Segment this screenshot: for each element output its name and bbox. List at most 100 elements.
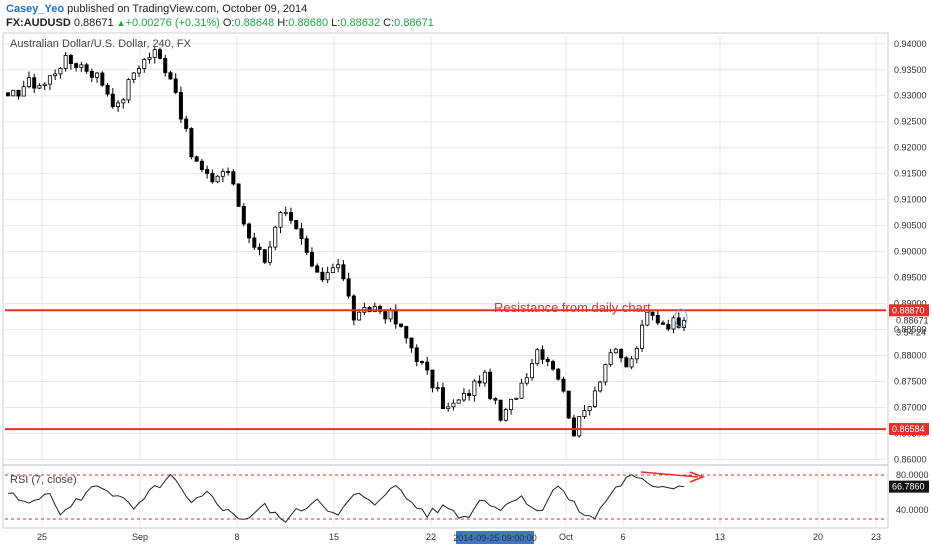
symbol-label: FX:AUDUSD <box>6 17 71 29</box>
candle-body <box>582 410 587 417</box>
price-tick-label: 0.87500 <box>894 376 927 386</box>
candle-body <box>351 295 356 321</box>
candle-body <box>477 380 482 384</box>
close-value: 0.88671 <box>394 17 434 29</box>
candle-body <box>613 348 618 354</box>
price-tick-label: 0.93500 <box>894 65 927 75</box>
candle-body <box>629 358 634 368</box>
rsi-value-label: 66.7860 <box>892 482 925 492</box>
date-tag-box <box>456 531 534 544</box>
candle-body <box>105 84 110 95</box>
candle-body <box>634 348 639 360</box>
candle-body <box>110 93 115 108</box>
candle-body <box>116 102 121 108</box>
candle-body <box>676 317 681 328</box>
candle-body <box>451 402 456 408</box>
time-tick-label: Oct <box>559 532 574 542</box>
candle-body <box>378 306 383 312</box>
time-tick-label: 20 <box>813 532 823 542</box>
candle-body <box>79 64 84 68</box>
candle-body <box>598 381 603 392</box>
candle-body <box>157 49 162 59</box>
time-axis: 25 Sep 8 15 22 Oct 6 13 20 23 2014-09-25 09:00:00 <box>37 531 881 544</box>
candle-body <box>608 352 613 365</box>
time-to-close-label: 3:54:24 <box>896 328 926 338</box>
price-tick-label: 0.89500 <box>894 273 927 283</box>
price-tick-label: 0.87000 <box>894 402 927 412</box>
candle-body <box>393 309 398 325</box>
candle-body <box>357 311 362 321</box>
price-change: +0.00276 (+0.31%) <box>125 17 220 29</box>
candle-body <box>666 323 671 330</box>
candle-body <box>456 399 461 404</box>
open-label: O: <box>222 17 235 29</box>
resistance-lines[interactable] <box>5 309 886 431</box>
candle-body <box>215 175 220 183</box>
rsi-pane: 80.0000 40.0000 66.7860 <box>5 470 929 523</box>
price-tick-label: 0.92500 <box>894 117 927 127</box>
candle-body <box>42 83 47 86</box>
candle-body <box>163 58 168 74</box>
candle-body <box>640 324 645 349</box>
main-pane-title: Australian Dollar/U.S. Dollar, 240, FX <box>10 38 192 50</box>
candle-body <box>32 77 37 89</box>
open-value: 0.88648 <box>234 17 275 29</box>
price-tag-box <box>889 423 929 436</box>
candle-body <box>671 317 676 330</box>
candle-body <box>142 58 147 69</box>
price-tick-label: 0.90500 <box>894 221 927 231</box>
time-tick-label: 25 <box>37 532 47 542</box>
candle-body <box>47 75 52 85</box>
candle-body <box>199 160 204 170</box>
candle-body <box>147 57 152 60</box>
price-tick-label: 0.90000 <box>894 247 927 257</box>
date-tag: 2014-09-25 09:00:00 <box>453 531 537 544</box>
candle-body <box>236 183 241 207</box>
candle-body <box>247 223 252 239</box>
candle-body <box>288 212 293 221</box>
time-tick-label: Sep <box>132 532 148 542</box>
last-price-label: 0.88671 <box>896 316 929 326</box>
candle-body <box>21 86 26 97</box>
rsi-trend-line <box>640 471 699 478</box>
ohlc-line: FX:AUDUSD 0.88671 ▲+0.00276 (+0.31%) O:0… <box>6 17 434 29</box>
candle-body <box>173 78 178 93</box>
candle-body <box>241 206 246 225</box>
rsi-tick-label: 80.0000 <box>896 470 929 480</box>
candle-body <box>26 77 31 88</box>
time-tick-label: 22 <box>426 532 436 542</box>
candle-body <box>577 416 582 437</box>
price-axis: 0.94000 0.93500 0.93000 0.92500 0.92000 0.915… <box>894 39 927 465</box>
rsi-pane-title: RSI (7, close) <box>10 474 77 486</box>
candle-body <box>419 361 424 363</box>
price-tick-label: 0.91500 <box>894 169 927 179</box>
candle-body <box>383 310 388 320</box>
candle-body <box>184 118 189 129</box>
candle-body <box>346 278 351 297</box>
candle-body <box>545 358 550 362</box>
publish-line: Casey_Yeo published on TradingView.com, … <box>6 3 307 15</box>
arrow-icon <box>689 471 706 483</box>
candle-body <box>278 212 283 228</box>
rsi-tick-label: 40.0000 <box>896 505 929 515</box>
price-tick-label: 0.89000 <box>894 299 927 309</box>
candle-body <box>194 156 199 162</box>
candle-body <box>446 406 451 410</box>
candle-body <box>257 246 262 251</box>
candle-body <box>299 228 304 240</box>
time-tick-label: 23 <box>871 532 881 542</box>
resistance-annotation: Resistance from daily chart <box>494 300 651 315</box>
candle-body <box>482 371 487 384</box>
author-link[interactable]: Casey_Yeo <box>6 3 65 15</box>
candle-body <box>89 70 94 78</box>
date-tag-label: 2014-09-25 09:00:00 <box>453 533 537 543</box>
price-tag-label: 0.86584 <box>892 424 925 434</box>
publish-text: published on TradingView.com, October 09… <box>64 3 308 15</box>
candle-body <box>178 92 183 120</box>
candle-body <box>294 220 299 230</box>
candle-body <box>603 364 608 383</box>
price-tick-label: 0.88500 <box>894 325 927 335</box>
price-tick-label: 0.91000 <box>894 195 927 205</box>
candle-body <box>304 238 309 253</box>
